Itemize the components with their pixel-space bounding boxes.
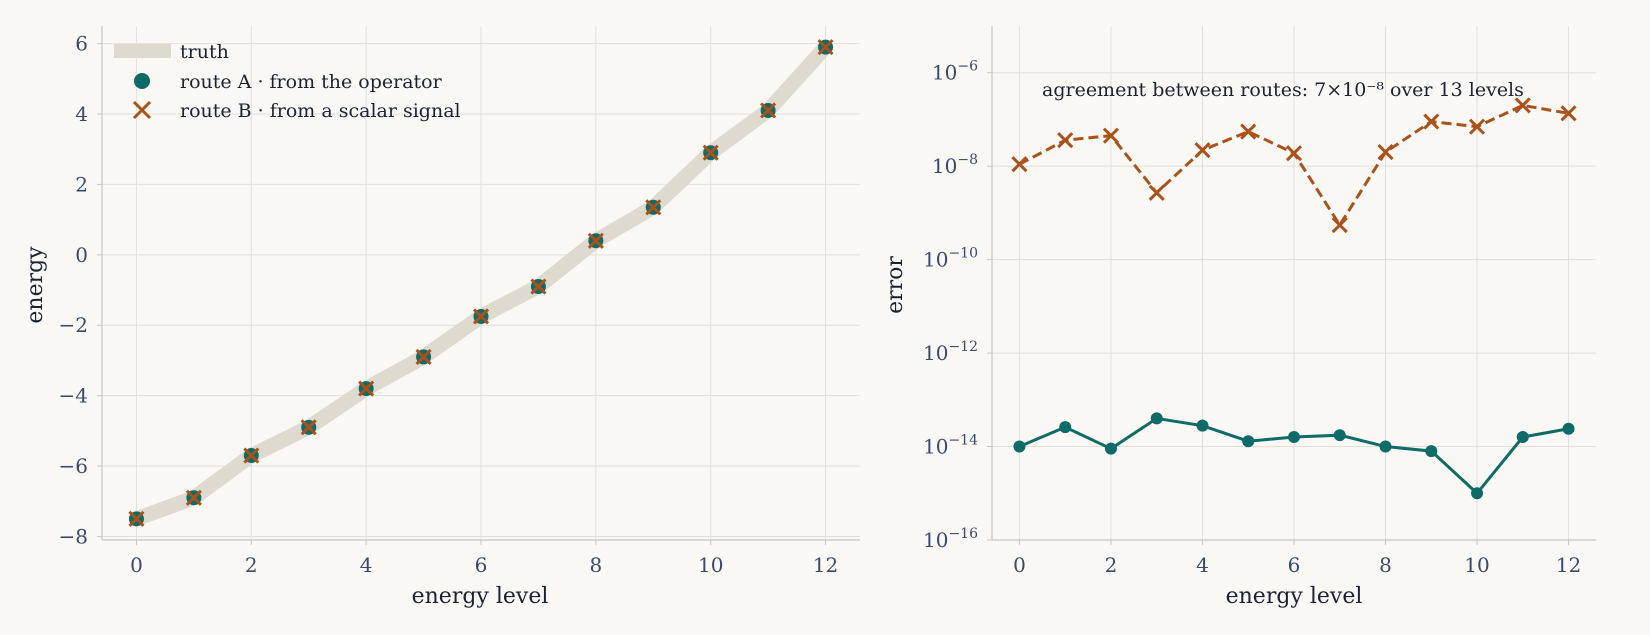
energy-chart-xtick-label: 8 bbox=[589, 553, 602, 577]
route-b-error-point bbox=[1468, 118, 1486, 135]
energy-chart-ytick-label: −8 bbox=[59, 524, 88, 548]
route-b-error-point bbox=[1285, 145, 1303, 162]
route-b-point bbox=[760, 102, 777, 119]
route-b-error-point bbox=[1057, 132, 1074, 149]
error-chart-ytick-label: 10−6 bbox=[932, 59, 978, 85]
route-a-error-point bbox=[1242, 435, 1255, 448]
route-b-error-point bbox=[1423, 113, 1440, 130]
error-chart-marks bbox=[1011, 97, 1577, 500]
route-b-error-point bbox=[1560, 105, 1577, 122]
energy-chart-xtick-label: 12 bbox=[813, 553, 838, 577]
error-chart-grid bbox=[992, 26, 1596, 541]
route-b-error-point bbox=[1148, 184, 1165, 201]
error-chart-xtick-label: 4 bbox=[1196, 553, 1209, 577]
route-a-error-point bbox=[1059, 421, 1072, 434]
route-a-error-point bbox=[1333, 429, 1346, 442]
route-b-error-point bbox=[1331, 216, 1348, 234]
route-a-error-point bbox=[1425, 445, 1438, 458]
route-b-point bbox=[817, 39, 834, 56]
energy-chart-xtick-label: 0 bbox=[130, 553, 143, 577]
energy-chart-ytick-label: 4 bbox=[75, 102, 88, 126]
error-chart-ytick-label: 10−12 bbox=[923, 339, 978, 365]
energy-chart-xtick-label: 10 bbox=[698, 553, 723, 577]
error-chart-ytick-label: 10−10 bbox=[923, 246, 978, 272]
route-b-point bbox=[358, 380, 375, 397]
error-chart-ylabel: error bbox=[883, 256, 908, 314]
energy-chart-xtick-label: 6 bbox=[475, 553, 488, 577]
error-chart-xtick-label: 12 bbox=[1556, 553, 1581, 577]
route-b-point bbox=[530, 278, 547, 295]
energy-chart-marks bbox=[128, 39, 834, 527]
energy-chart-ytick-label: −2 bbox=[59, 313, 88, 337]
error-chart-annotation: agreement between routes: 7×10⁻⁸ over 13… bbox=[1042, 79, 1524, 101]
route-b-error-point bbox=[1011, 156, 1028, 173]
energy-chart-ytick-label: 6 bbox=[75, 32, 88, 56]
energy-chart-ytick-label: −4 bbox=[59, 384, 88, 408]
energy-chart-panel: 0 2 4 6 8 10 12 −8 −6 −4 −2 0 2 4 6 energy level energ… bbox=[23, 26, 860, 609]
route-b-error-point bbox=[1514, 97, 1531, 114]
error-chart-panel: 0 2 4 6 8 10 12 10−16 10−14 10−12 10−10 10−8 10−6 en… bbox=[883, 26, 1596, 609]
energy-chart-xlabel: energy level bbox=[412, 584, 549, 609]
error-chart-ytick-label: 10−16 bbox=[923, 526, 978, 552]
energy-chart-ytick-label: 2 bbox=[75, 172, 88, 196]
error-chart-xtick-label: 10 bbox=[1464, 553, 1489, 577]
route-b-point bbox=[587, 232, 604, 249]
route-b-point bbox=[702, 144, 719, 161]
error-chart-ytick-label: 10−8 bbox=[932, 152, 978, 178]
route-b-point bbox=[472, 308, 490, 325]
energy-chart-ytick-label: −6 bbox=[59, 454, 88, 478]
route-b-error-point bbox=[1194, 142, 1211, 159]
energy-chart-xtick-label: 2 bbox=[245, 553, 258, 577]
error-chart-xtick-label: 0 bbox=[1013, 553, 1026, 577]
energy-chart-ylabel: energy bbox=[23, 246, 48, 324]
error-chart-ticks: 0 2 4 6 8 10 12 10−16 10−14 10−12 10−10 10−8 10−6 bbox=[923, 59, 1581, 577]
route-b-error-point bbox=[1377, 144, 1394, 161]
legend-route-a-marker bbox=[134, 73, 150, 89]
route-a-error-point bbox=[1196, 419, 1209, 432]
route-b-point bbox=[128, 510, 145, 527]
error-chart-xlabel: energy level bbox=[1226, 584, 1363, 609]
route-a-error-point bbox=[1379, 440, 1392, 453]
error-chart-ytick-label: 10−14 bbox=[923, 433, 978, 459]
legend-route-b-label: route B · from a scalar signal bbox=[180, 100, 461, 122]
legend-truth-label: truth bbox=[180, 41, 229, 63]
energy-chart-ticks: 0 2 4 6 8 10 12 −8 −6 −4 −2 0 2 4 6 bbox=[59, 32, 839, 577]
route-a-error-point bbox=[1562, 422, 1575, 435]
legend-route-b-marker bbox=[132, 100, 152, 120]
energy-chart-ytick-label: 0 bbox=[75, 243, 88, 267]
error-chart-xtick-label: 8 bbox=[1379, 553, 1392, 577]
error-chart-xtick-label: 6 bbox=[1288, 553, 1301, 577]
route-a-error-point bbox=[1288, 431, 1300, 444]
energy-chart-grid bbox=[102, 26, 860, 540]
route-b-error-point bbox=[1240, 123, 1257, 140]
route-b-point bbox=[645, 199, 662, 216]
route-a-error-point bbox=[1104, 442, 1117, 455]
route-b-point bbox=[300, 419, 317, 436]
route-a-error-point bbox=[1013, 440, 1026, 453]
legend: truth route A · from the operator route … bbox=[114, 41, 461, 122]
route-a-error-point bbox=[1516, 431, 1529, 444]
legend-truth-swatch bbox=[114, 44, 171, 58]
route-b-error-point bbox=[1102, 127, 1120, 144]
route-a-error-point bbox=[1150, 412, 1163, 425]
legend-route-a-label: route A · from the operator bbox=[180, 71, 443, 93]
route-b-point bbox=[243, 447, 260, 464]
route-b-point bbox=[185, 489, 202, 506]
energy-chart-xtick-label: 4 bbox=[360, 553, 373, 577]
error-chart-xtick-label: 2 bbox=[1105, 553, 1118, 577]
route-b-point bbox=[415, 348, 432, 365]
route-a-error-point bbox=[1471, 487, 1484, 500]
